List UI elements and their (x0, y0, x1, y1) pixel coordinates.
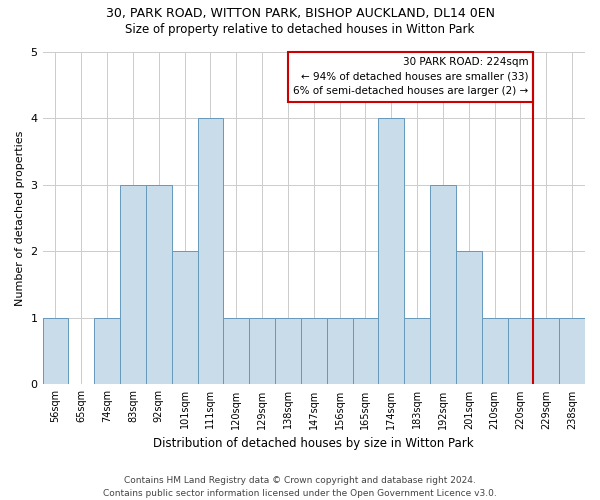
Bar (456, 252, 482, 384)
Text: 30 PARK ROAD: 224sqm
← 94% of detached houses are smaller (33)
6% of semi-detach: 30 PARK ROAD: 224sqm ← 94% of detached h… (293, 57, 528, 96)
Text: Size of property relative to detached houses in Witton Park: Size of property relative to detached ho… (125, 22, 475, 36)
Text: 30, PARK ROAD, WITTON PARK, BISHOP AUCKLAND, DL14 0EN: 30, PARK ROAD, WITTON PARK, BISHOP AUCKL… (106, 8, 494, 20)
Bar (301, 318, 326, 384)
X-axis label: Distribution of detached houses by size in Witton Park: Distribution of detached houses by size … (154, 437, 474, 450)
Text: Contains HM Land Registry data © Crown copyright and database right 2024.
Contai: Contains HM Land Registry data © Crown c… (103, 476, 497, 498)
Bar (197, 118, 223, 384)
Bar (172, 252, 197, 384)
Bar (430, 184, 456, 384)
Y-axis label: Number of detached properties: Number of detached properties (15, 130, 25, 306)
Bar (146, 184, 172, 384)
Bar (275, 318, 301, 384)
Bar (508, 318, 533, 384)
Bar (120, 184, 146, 384)
Bar (559, 318, 585, 384)
Bar (379, 118, 404, 384)
Bar (223, 318, 249, 384)
Bar (249, 318, 275, 384)
Bar (353, 318, 379, 384)
Bar (533, 318, 559, 384)
Bar (326, 318, 353, 384)
Bar (482, 318, 508, 384)
Bar (43, 318, 68, 384)
Bar (404, 318, 430, 384)
Bar (94, 318, 120, 384)
